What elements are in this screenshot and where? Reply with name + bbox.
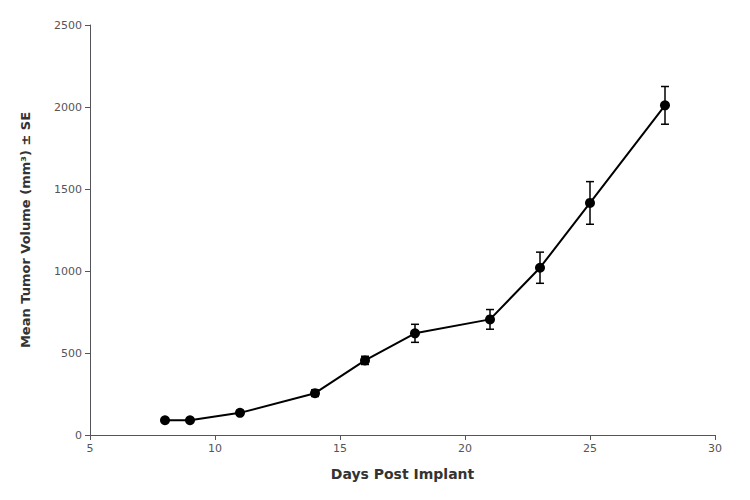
svg-text:2000: 2000 (54, 101, 82, 114)
svg-text:10: 10 (208, 442, 222, 455)
svg-text:25: 25 (583, 442, 597, 455)
svg-text:1000: 1000 (54, 265, 82, 278)
svg-text:5: 5 (87, 442, 94, 455)
svg-text:2500: 2500 (54, 19, 82, 32)
svg-text:1500: 1500 (54, 183, 82, 196)
svg-text:500: 500 (61, 347, 82, 360)
svg-text:Days Post Implant: Days Post Implant (331, 466, 475, 482)
svg-text:30: 30 (708, 442, 722, 455)
svg-text:0: 0 (75, 429, 82, 442)
svg-text:20: 20 (458, 442, 472, 455)
svg-text:15: 15 (333, 442, 347, 455)
svg-text:Mean Tumor Volume (mm³) ± SE: Mean Tumor Volume (mm³) ± SE (18, 112, 33, 348)
